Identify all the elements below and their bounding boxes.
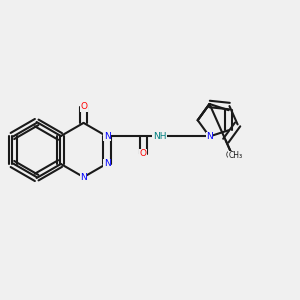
- Text: CH₃: CH₃: [225, 151, 239, 160]
- Text: N: N: [103, 159, 110, 168]
- Text: O: O: [80, 102, 87, 111]
- Text: N: N: [80, 172, 87, 182]
- Text: O: O: [140, 149, 147, 158]
- Text: N: N: [103, 132, 110, 141]
- Text: N: N: [206, 132, 213, 141]
- Text: CH₃: CH₃: [228, 151, 242, 160]
- Text: NH: NH: [153, 132, 166, 141]
